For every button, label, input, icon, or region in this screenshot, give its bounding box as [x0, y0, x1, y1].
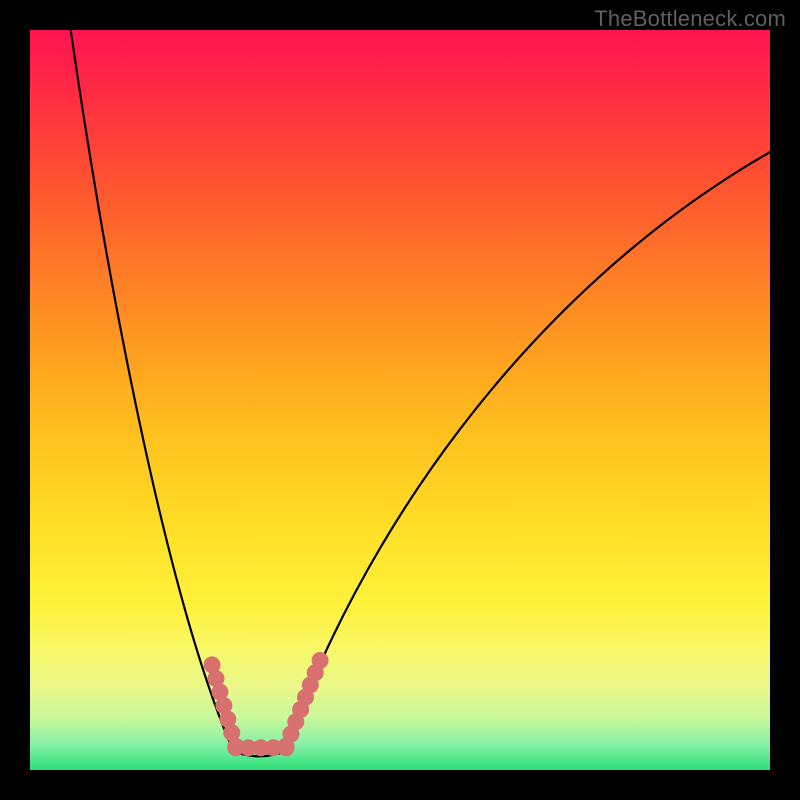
gradient-background	[30, 30, 770, 770]
bottleneck-chart-svg	[30, 30, 770, 770]
marker-dot	[312, 652, 329, 669]
watermark-text: TheBottleneck.com	[594, 6, 786, 32]
plot-area	[30, 30, 770, 770]
